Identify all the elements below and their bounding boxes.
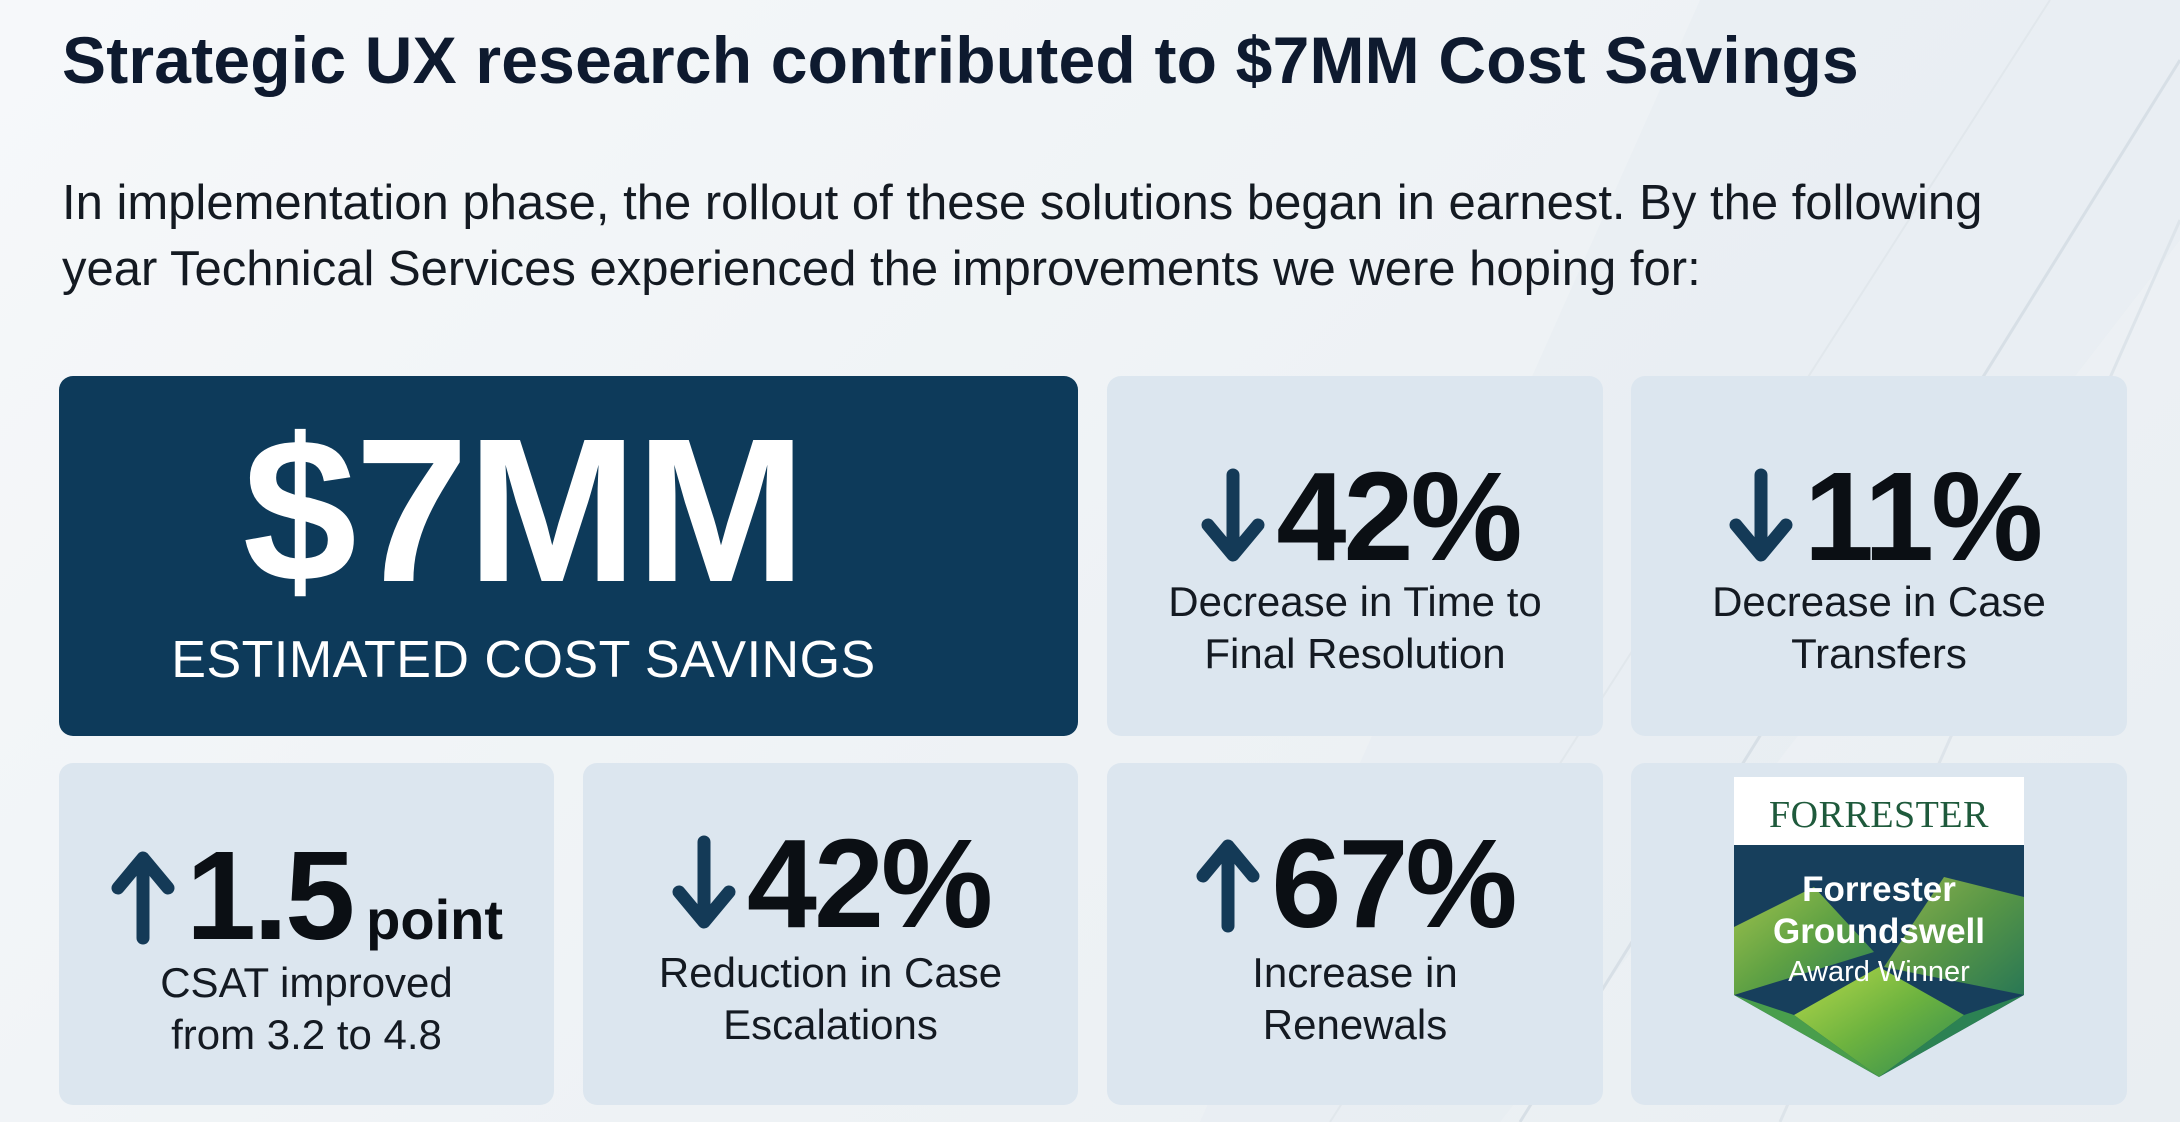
caption-line-2: Escalations (723, 1001, 938, 1048)
metric-value: 11% (1803, 446, 2043, 587)
page-title: Strategic UX research contributed to $7M… (62, 23, 1859, 97)
metric-caption: Decrease in Time to Final Resolution (1127, 576, 1583, 680)
intro-line-2: year Technical Services experienced the … (62, 242, 1701, 296)
metric-value: 1.5 (186, 825, 355, 966)
arrow-down-icon (1729, 468, 1793, 561)
metric-card-case-escalations: 42% Reduction in Case Escalations (583, 763, 1078, 1105)
arrow-down-icon (672, 835, 736, 928)
award-card: FORRESTER Forrester Groundswell Award Wi… (1631, 763, 2127, 1105)
metric-value: 67% (1271, 813, 1517, 954)
award-title-line-1: Forrester (1802, 870, 1956, 909)
caption-line-1: Decrease in Case (1712, 578, 2046, 625)
caption-line-2: Renewals (1262, 1001, 1448, 1048)
metric-card-time-to-resolution: 42% Decrease in Time to Final Resolution (1107, 376, 1603, 736)
cost-savings-label: ESTIMATED COST SAVINGS (171, 631, 876, 689)
metric-value: 42% (1276, 446, 1522, 587)
caption-line-1: Reduction in Case (658, 949, 1003, 996)
metric-row: 67% (1107, 811, 1603, 956)
cost-savings-card: $7MM ESTIMATED COST SAVINGS (59, 376, 1078, 736)
metric-row: 42% (1107, 444, 1603, 589)
caption-line-1: CSAT improved (160, 959, 453, 1006)
metric-card-csat: 1.5 point CSAT improved from 3.2 to 4.8 (59, 763, 554, 1105)
arrow-up-icon (111, 851, 175, 944)
metric-row: 11% (1631, 444, 2127, 589)
caption-line-2: Transfers (1791, 630, 1967, 677)
metric-unit: point (366, 888, 503, 951)
metric-card-case-transfers: 11% Decrease in Case Transfers (1631, 376, 2127, 736)
caption-line-2: from 3.2 to 4.8 (171, 1011, 442, 1058)
cost-savings-value: $7MM (242, 396, 807, 625)
metric-card-renewals: 67% Increase in Renewals (1107, 763, 1603, 1105)
caption-line-2: Final Resolution (1204, 630, 1506, 677)
arrow-down-icon (1201, 468, 1265, 561)
caption-line-1: Decrease in Time to (1168, 578, 1542, 625)
metric-caption: CSAT improved from 3.2 to 4.8 (79, 957, 534, 1061)
metric-row: 42% (583, 811, 1078, 956)
metric-caption: Increase in Renewals (1127, 947, 1583, 1051)
arrow-up-icon (1196, 839, 1260, 932)
award-badge-wrap: FORRESTER Forrester Groundswell Award Wi… (1631, 777, 2127, 1087)
badge-header-bg (1734, 777, 2024, 845)
metric-caption: Reduction in Case Escalations (603, 947, 1058, 1051)
intro-line-1: In implementation phase, the rollout of … (62, 176, 1983, 230)
forrester-logo: FORRESTER (1769, 794, 1989, 836)
metric-caption: Decrease in Case Transfers (1651, 576, 2107, 680)
award-subtitle: Award Winner (1788, 956, 1970, 988)
award-title-line-2: Groundswell (1773, 912, 1985, 951)
metric-row: 1.5 point (59, 823, 554, 968)
intro-paragraph: In implementation phase, the rollout of … (62, 170, 2122, 302)
caption-line-1: Increase in (1252, 949, 1458, 996)
metric-value: 42% (746, 813, 993, 954)
forrester-award-badge: FORRESTER Forrester Groundswell Award Wi… (1734, 777, 2024, 1077)
